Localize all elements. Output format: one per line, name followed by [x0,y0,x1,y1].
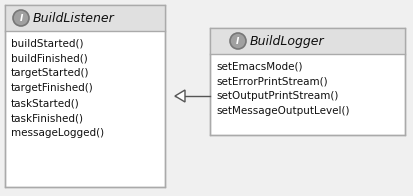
Text: BuildListener: BuildListener [33,12,115,24]
Bar [210,28,405,135]
Text: BuildLogger: BuildLogger [250,34,325,47]
Text: targetFinished(): targetFinished() [11,83,94,93]
Text: setEmacsMode(): setEmacsMode() [216,61,302,71]
Polygon shape [175,90,185,102]
Text: setErrorPrintStream(): setErrorPrintStream() [216,76,328,86]
Text: setOutputPrintStream(): setOutputPrintStream() [216,91,338,101]
Bar [5,5,165,31]
Bar [210,28,405,54]
Text: setMessageOutputLevel(): setMessageOutputLevel() [216,106,349,116]
Text: buildFinished(): buildFinished() [11,53,88,63]
Bar [5,5,165,187]
Circle shape [13,10,29,26]
Text: targetStarted(): targetStarted() [11,68,90,78]
Text: I: I [236,36,240,45]
Text: taskFinished(): taskFinished() [11,113,84,123]
Text: I: I [19,14,23,23]
Text: buildStarted(): buildStarted() [11,38,83,48]
Circle shape [230,33,246,49]
Text: taskStarted(): taskStarted() [11,98,80,108]
Text: messageLogged(): messageLogged() [11,128,104,138]
